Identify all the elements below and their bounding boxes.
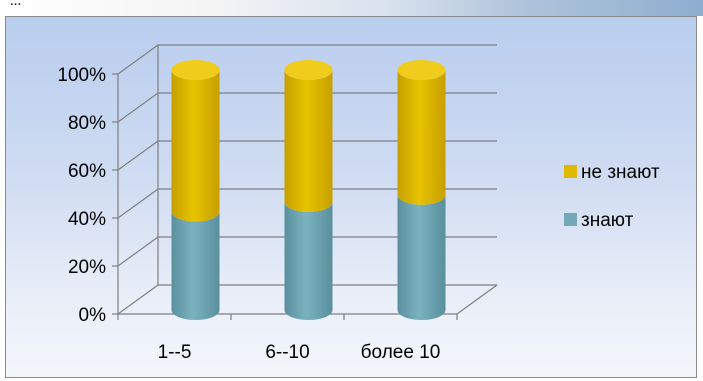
stacked-cylinder-chart: 0% 20% 40% 60% 80% 100% 1--5 6--10 более 10 не … [57,44,660,363]
gridline [117,236,497,267]
gridlines [117,44,497,315]
bar-top-cap [397,60,446,80]
x-axis-ticks: 1--5 6--10 более 10 [117,314,458,363]
y-tick-label: 0% [79,305,107,326]
gridline [117,44,497,75]
bar-top-cap [171,60,220,80]
y-tick-label: 40% [68,209,106,230]
x-tick-label: 1--5 [158,342,192,363]
x-tick-label: более 10 [361,342,441,363]
bar-segment-know [397,194,446,320]
x-tick-label: 6--10 [265,342,309,363]
bars [171,60,446,320]
y-tick-label: 20% [68,257,106,278]
bar-segment-dont-know [397,70,446,205]
document-header-strip: ... [0,0,703,16]
bar-segment-dont-know [171,70,220,222]
bar-top-cap [284,60,333,80]
legend: не знают знают [564,162,660,231]
bar-segment-know [284,202,333,320]
y-tick-label: 80% [68,113,106,134]
document-text-fragment: ... [10,0,22,9]
y-axis-ticks: 0% 20% 40% 60% 80% 100% [57,65,118,326]
gridline [117,188,497,219]
bar-segment-know [171,211,220,320]
gridline [117,284,497,315]
legend-label: знают [581,210,634,231]
legend-swatch [564,165,577,178]
gridline [117,92,497,123]
legend-label: не знают [581,162,660,183]
chart-area: 0% 20% 40% 60% 80% 100% 1--5 6--10 более 10 не … [5,16,697,378]
bar-segment-dont-know [284,70,333,212]
y-tick-label: 100% [57,65,106,86]
legend-swatch [564,213,577,226]
gridline [117,140,497,171]
y-tick-label: 60% [68,161,106,182]
